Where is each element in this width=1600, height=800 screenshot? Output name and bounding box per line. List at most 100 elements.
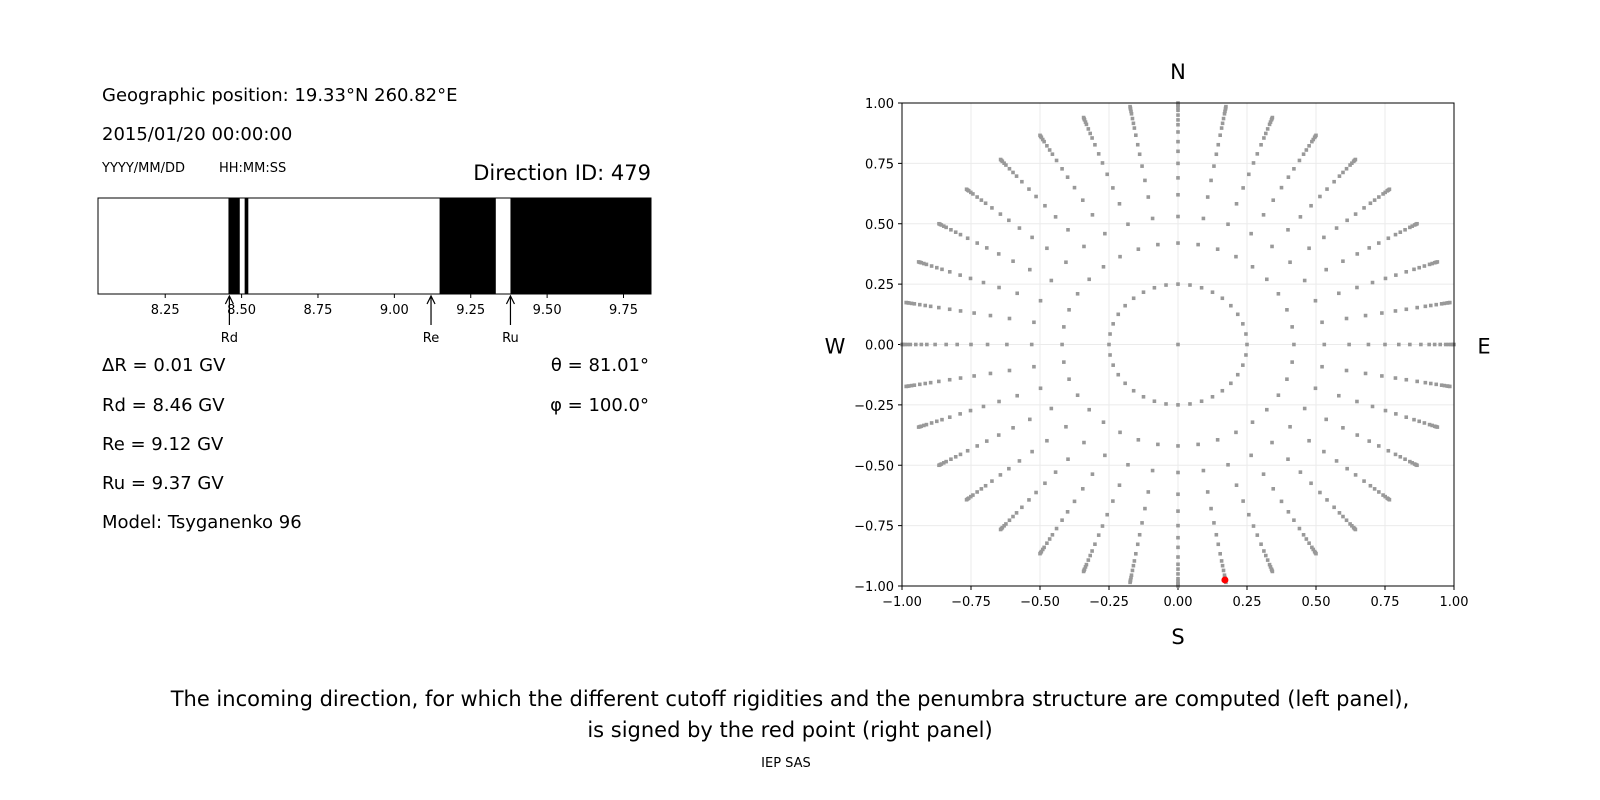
ru-value: Ru = 9.37 GV [102,473,224,494]
data-point [1235,372,1240,377]
data-point [968,408,973,413]
data-point [1337,393,1341,398]
data-point [1011,259,1015,263]
data-point [1265,127,1270,131]
data-point [1090,136,1094,140]
data-point [1383,494,1387,499]
data-point [1123,303,1127,308]
data-point [1288,424,1292,429]
data-point [1111,186,1115,190]
data-point [1393,452,1398,457]
data-point [1377,490,1381,494]
data-point [1105,512,1110,517]
data-point [1176,176,1180,180]
data-point [1307,541,1311,545]
data-point [1176,567,1180,571]
data-point [1262,549,1266,553]
data-point [916,425,921,429]
data-point [1176,214,1180,219]
compass-east: E [1477,335,1490,359]
data-point [905,342,910,347]
data-point [1377,195,1381,199]
data-point [1007,218,1011,223]
forbidden-band [228,198,240,294]
data-point [1404,270,1409,274]
data-point [1067,377,1071,381]
data-point [979,487,984,491]
data-point [1131,388,1136,393]
data-point [1054,158,1059,163]
data-point [1415,305,1419,310]
data-point [1176,118,1180,122]
data-point [1393,376,1398,380]
data-point [1362,479,1366,483]
geo-position: Geographic position: 19.33°N 260.82°E [102,85,458,106]
data-point [1307,438,1311,443]
x-tick-label: −0.25 [1089,595,1129,610]
x-tick-label: 9.75 [609,303,638,318]
data-point [1176,241,1180,245]
data-point [1053,215,1058,219]
data-point [983,483,988,488]
data-point [1201,468,1206,473]
data-point [1270,244,1274,249]
data-point [1176,509,1180,513]
data-point [1043,481,1047,486]
data-point [1219,559,1224,563]
data-point [1224,104,1228,109]
data-point [1250,420,1255,424]
data-point [1050,533,1055,537]
data-point [1363,313,1368,318]
data-point [1205,195,1210,199]
data-point [1132,559,1137,563]
data-point [1442,383,1447,388]
data-point [1011,170,1015,175]
data-point [944,459,948,464]
data-point [933,342,937,347]
data-point [1096,152,1101,156]
x-tick-label: 9.50 [533,303,562,318]
delta-r: ΔR = 0.01 GV [102,355,226,376]
data-point [1271,487,1276,491]
data-point [1387,187,1392,192]
data-point [1263,131,1268,136]
caption-line-2: is signed by the red point (right panel) [587,718,993,742]
data-point [1249,453,1253,458]
data-point [1152,285,1157,290]
data-point [1027,187,1031,191]
data-point [1428,303,1433,308]
data-point [1270,440,1274,445]
data-point [1015,291,1019,296]
data-point [1285,308,1289,312]
data-point [1032,320,1036,325]
penumbra-frame [97,197,652,295]
forbidden-band [439,198,496,294]
data-point [1132,126,1137,130]
data-point [1367,439,1372,443]
data-point [1221,116,1226,121]
data-point [1344,166,1349,171]
data-point [1271,198,1276,202]
data-point [1045,541,1049,545]
data-point [990,479,994,483]
data-point [968,276,973,281]
data-point [1439,302,1444,306]
caption-line-1: The incoming direction, for which the di… [170,687,1410,711]
data-point [947,307,952,312]
data-point [1234,430,1238,435]
penumbra-chart: 8.25 8.50 8.75 9.00 9.25 9.50 9.75 Rd Re Ru [97,197,652,346]
data-point [1049,406,1054,411]
data-point [972,311,976,315]
data-point [1292,518,1296,522]
data-point [1415,221,1419,226]
plot-frame [901,102,1455,587]
data-point [1332,505,1336,510]
x-tick-label: 0.75 [1371,595,1400,610]
data-point [1341,426,1345,430]
data-point [1135,542,1140,547]
data-point [1072,185,1077,190]
data-point [1297,526,1302,531]
data-point [1034,194,1038,199]
data-point [1199,285,1204,290]
data-point [1341,514,1345,519]
